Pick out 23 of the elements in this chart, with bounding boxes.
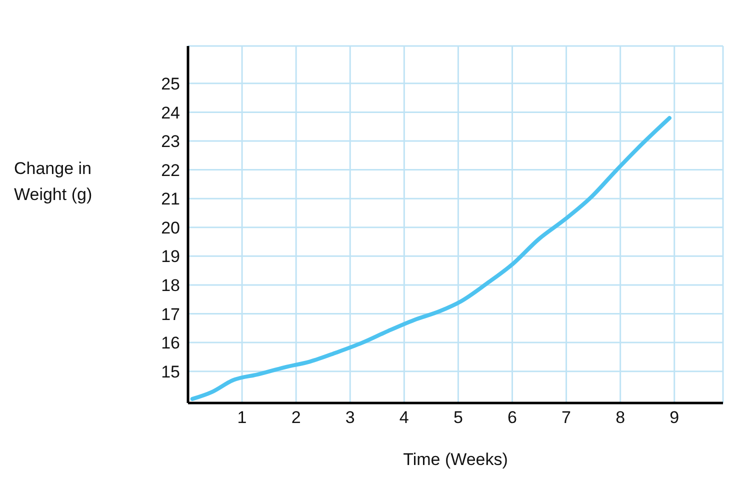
y-tick-label: 21 xyxy=(161,190,180,209)
x-tick-label: 9 xyxy=(670,408,680,428)
x-tick-label: 7 xyxy=(562,408,572,428)
x-tick-label: 4 xyxy=(399,408,409,428)
y-tick-label: 23 xyxy=(161,132,180,152)
y-tick-label: 22 xyxy=(161,160,180,180)
line-series xyxy=(190,116,672,401)
y-tick-label: 16 xyxy=(161,334,180,353)
x-tick-label: 2 xyxy=(291,408,301,428)
y-tick-label: 15 xyxy=(161,362,180,382)
y-axis-title: Change in Weight (g) xyxy=(14,158,94,206)
y-tick-label: 20 xyxy=(161,218,180,238)
y-tick-label: 18 xyxy=(161,276,180,295)
y-tick-label: 25 xyxy=(161,74,180,94)
x-tick-label: 6 xyxy=(508,408,517,428)
y-tick-label: 19 xyxy=(161,247,180,266)
x-tick-label: 1 xyxy=(237,408,247,428)
x-tick-label: 8 xyxy=(616,408,626,428)
y-tick-label: 17 xyxy=(161,304,180,324)
x-tick-label: 5 xyxy=(453,408,463,428)
y-tick-label: 24 xyxy=(161,103,180,122)
x-axis-title: Time (Weeks) xyxy=(403,450,508,469)
x-tick-label: 3 xyxy=(345,408,355,428)
